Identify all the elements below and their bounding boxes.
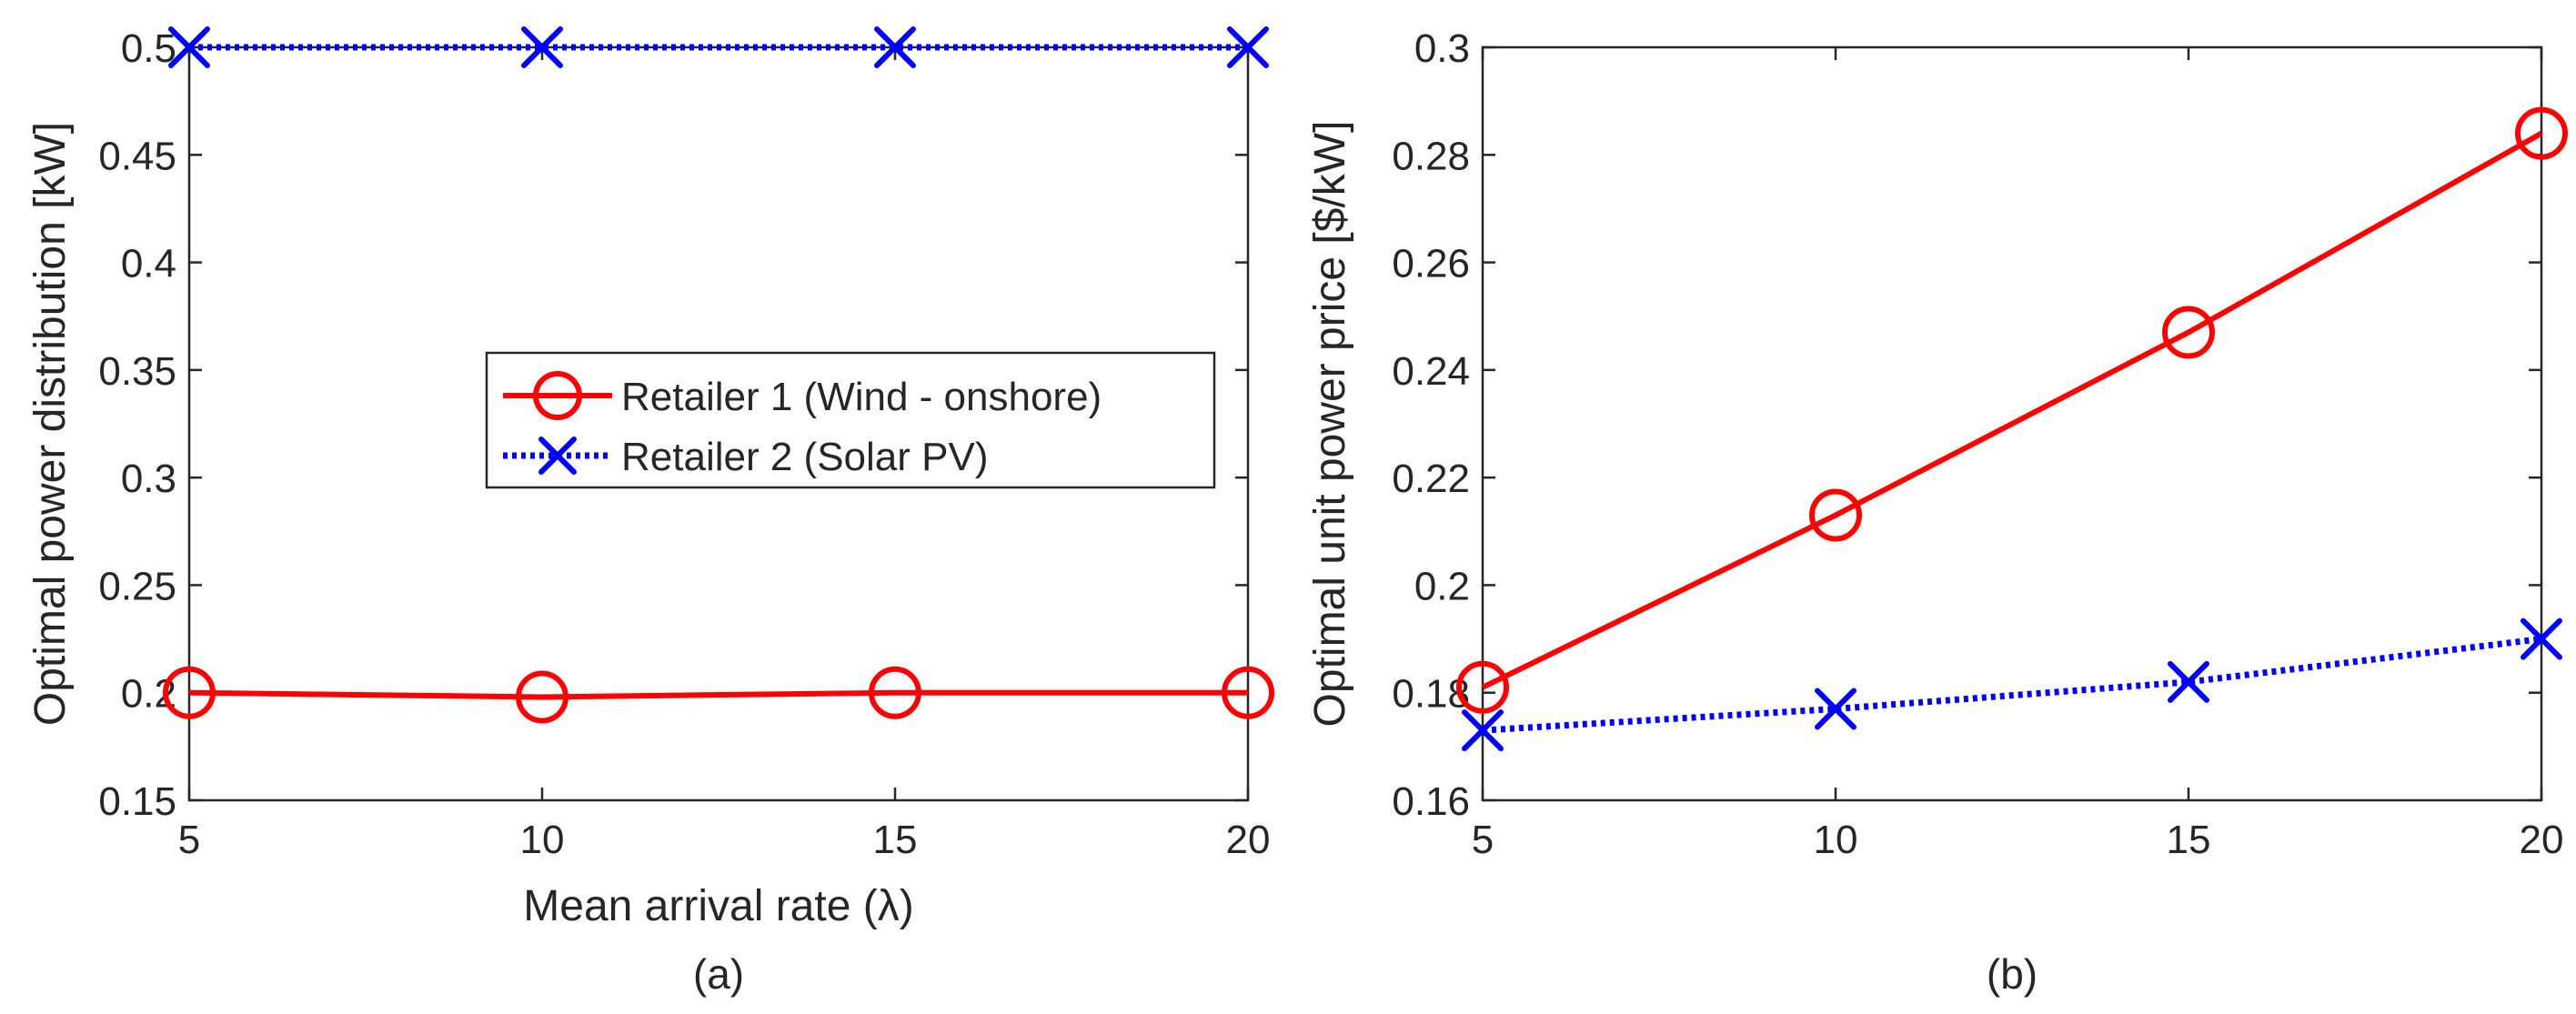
series-line-1 xyxy=(188,689,1248,700)
y-tick-label: 0.5 xyxy=(121,26,176,71)
data-point-series-2-5 xyxy=(1462,709,1504,752)
x-tick-label: 15 xyxy=(873,818,918,862)
y-tick-label: 0.22 xyxy=(1392,457,1470,501)
data-point-series-1-20 xyxy=(1222,666,1274,719)
y-tick-label: 0.2 xyxy=(1414,564,1470,608)
data-point-series-1-15 xyxy=(869,666,921,719)
x-tick-label: 15 xyxy=(2167,818,2211,862)
data-point-series-2-20 xyxy=(2521,617,2562,660)
legend-marker-x xyxy=(538,437,577,475)
data-point-series-2-10 xyxy=(521,26,563,68)
y-tick-label: 0.3 xyxy=(121,457,176,501)
data-point-series-1-15 xyxy=(2162,306,2215,359)
y-tick-label: 0.3 xyxy=(1414,26,1470,71)
y-axis-label: Optimal power distribution [kW] xyxy=(26,122,75,726)
series-line-1 xyxy=(1481,131,2543,690)
y-tick-label: 0.18 xyxy=(1392,672,1470,717)
data-point-series-2-15 xyxy=(2168,660,2209,703)
legend-box xyxy=(485,351,1216,489)
data-point-series-1-5 xyxy=(1456,660,1509,714)
y-tick-label: 0.35 xyxy=(98,349,176,394)
data-point-series-2-10 xyxy=(1815,688,1857,730)
y-tick-label: 0.16 xyxy=(1392,779,1470,824)
x-tick-label: 5 xyxy=(178,818,200,862)
legend-marker-circle xyxy=(533,371,582,420)
data-point-series-2-20 xyxy=(1227,26,1269,68)
x-tick-label: 5 xyxy=(1472,818,1494,862)
chart-a: 5 10 15 200.150.20.250.30.350.40.450.5Mean … xyxy=(26,26,1274,998)
y-tick-label: 0.24 xyxy=(1392,349,1470,394)
data-point-series-2-15 xyxy=(874,26,916,68)
data-point-series-1-5 xyxy=(163,666,216,719)
data-point-series-1-10 xyxy=(1809,488,1862,542)
y-axis-label: Optimal unit power price [$/kW] xyxy=(1306,121,1354,728)
x-tick-label: 20 xyxy=(2520,818,2564,862)
chart-b: 5 10 15 20 0.16 0.18 0.2 0.22 0.24 0.26 0.28 0.3 Opt… xyxy=(1306,26,2568,998)
legend-label-2: Retailer 2 (Solar PV) xyxy=(621,435,988,479)
y-tick-label: 0.45 xyxy=(98,134,176,178)
x-axis-label: Mean arrival rate (λ) xyxy=(523,882,913,930)
x-tick-label: 10 xyxy=(520,818,565,862)
panel-caption: (b) xyxy=(1987,950,2038,998)
data-point-series-2-5 xyxy=(168,26,210,68)
series-line-2 xyxy=(1482,636,2542,734)
plot-area-frame xyxy=(1481,45,2543,802)
y-tick-label: 0.25 xyxy=(98,564,176,608)
y-tick-label: 0.15 xyxy=(98,779,176,824)
x-tick-label: 20 xyxy=(1226,818,1271,862)
data-point-series-1-20 xyxy=(2515,106,2568,160)
y-tick-label: 0.26 xyxy=(1392,242,1470,286)
legend-label-1: Retailer 1 (Wind - onshore) xyxy=(621,375,1102,419)
legend: Retailer 1 (Wind - onshore) Retailer 2 (S… xyxy=(485,351,1216,489)
y-tick-label: 0.28 xyxy=(1392,134,1470,178)
panel-caption: (a) xyxy=(693,950,744,998)
y-tick-label: 0.4 xyxy=(121,242,176,286)
x-tick-label: 10 xyxy=(1814,818,1858,862)
data-point-series-1-10 xyxy=(516,670,569,724)
